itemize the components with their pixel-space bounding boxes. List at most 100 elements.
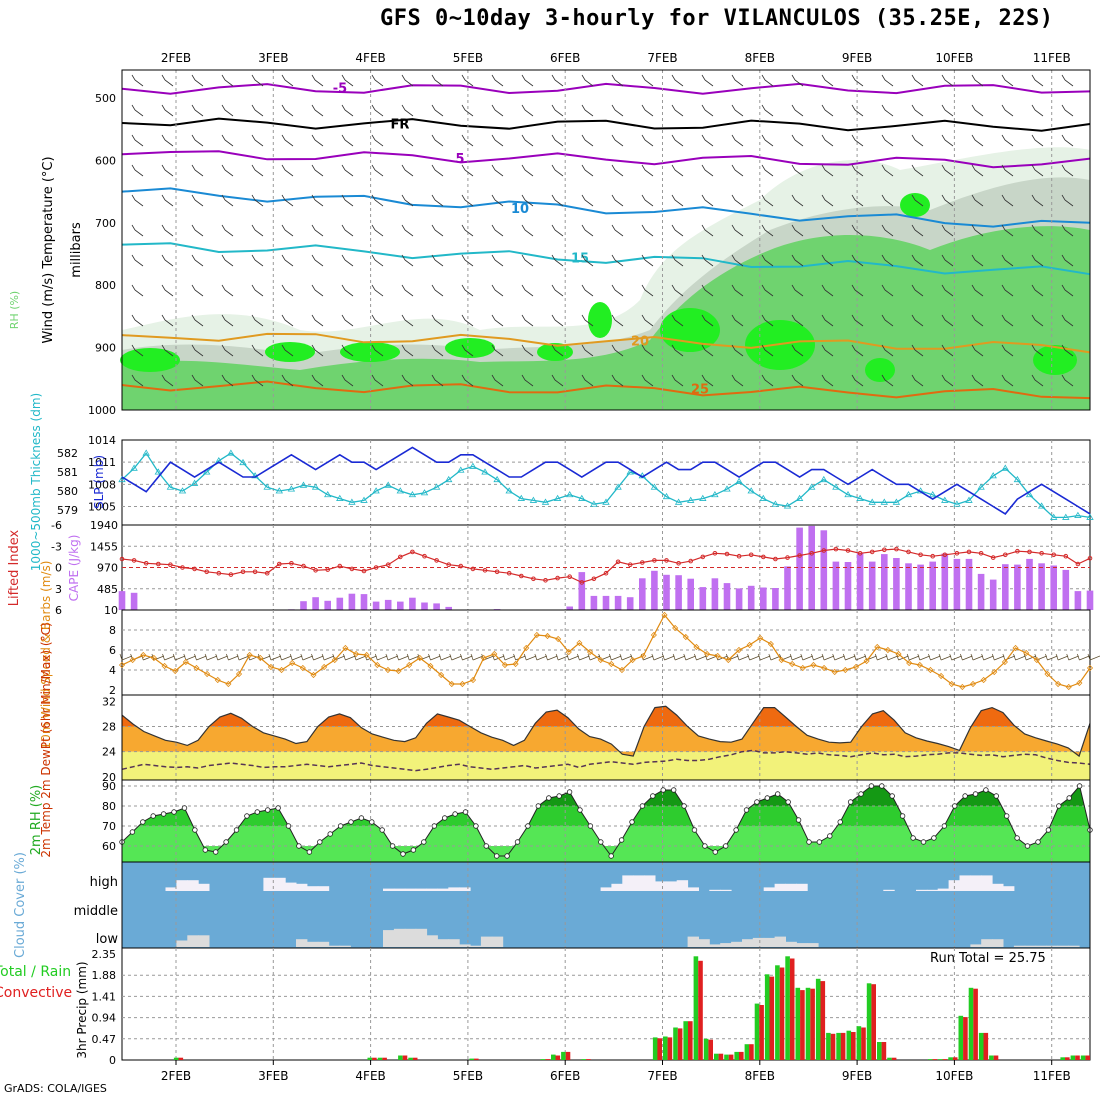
wind-barb [821, 653, 835, 661]
wind-barb [881, 194, 894, 207]
cloud-high-bar [992, 883, 1004, 891]
rh-point [754, 799, 760, 805]
pressure-tick-label: 900 [95, 342, 116, 355]
wind-barb [911, 134, 924, 147]
cloud-low-bar [415, 928, 428, 947]
precip-convective-bar [677, 1028, 683, 1060]
wind-barb [761, 164, 774, 177]
wind-barb [581, 194, 594, 207]
wind-barb [161, 164, 174, 177]
wind-barb [281, 344, 294, 357]
thickness-point [408, 491, 417, 498]
wind-barb [853, 653, 867, 661]
wind-barb [221, 194, 234, 207]
wind-barb [221, 164, 234, 177]
lifted-index-point [1051, 552, 1056, 558]
cloud-low-bar [992, 939, 1004, 947]
thickness-point [1049, 513, 1058, 520]
wind-barb [236, 653, 250, 661]
wind-barb [406, 653, 420, 661]
li-tick-label: -6 [51, 519, 62, 532]
isotherm-line [121, 187, 1091, 228]
wind-barb [461, 104, 474, 117]
rh-high-blob [1033, 345, 1077, 375]
isotherm-label: 10 [511, 202, 529, 217]
wind-barb [521, 314, 534, 327]
wind-barb [851, 194, 864, 207]
li-tick-label: 0 [55, 562, 62, 575]
rh-point [827, 833, 833, 839]
rh-point [410, 847, 417, 853]
wind-barb [672, 653, 686, 661]
wind-barb [731, 254, 744, 267]
wind-barb [941, 104, 954, 117]
wind-barb [161, 314, 174, 327]
wind-barb [281, 194, 294, 207]
thickness-point [735, 477, 743, 484]
rh-point [514, 839, 521, 845]
wind-barb [431, 74, 444, 87]
rh-point [910, 835, 916, 841]
wind-tick-label: 6 [109, 644, 116, 657]
thickness-point [844, 491, 852, 498]
rh-point [983, 787, 989, 793]
wind-speed-point [746, 641, 753, 649]
wind-barb [731, 194, 744, 207]
lifted-index-point [398, 554, 403, 560]
lifted-index-point [640, 560, 645, 565]
wind-speed-point [1044, 670, 1051, 678]
rh-point [639, 803, 646, 809]
rh-point [598, 839, 604, 845]
rh-point [577, 807, 583, 813]
lifted-index-point [204, 569, 209, 575]
wind-speed-point [257, 654, 264, 662]
temp-tick-label: 32 [102, 695, 116, 708]
lifted-index-point [458, 563, 464, 569]
lifted-index-point [603, 570, 609, 576]
wind-barb [761, 284, 774, 297]
thickness-point [626, 468, 634, 475]
cloud-high-bar [383, 888, 395, 891]
lifted-index-point [627, 562, 633, 568]
wind-barb [971, 74, 984, 87]
wind-speed-point [342, 644, 349, 652]
wind-speed-point [289, 659, 296, 667]
rh-point [337, 823, 344, 829]
cape-bar [832, 561, 840, 610]
cloud-high-bar [948, 880, 960, 891]
wind-barb [581, 74, 594, 87]
wind-barb [521, 374, 534, 387]
precip-convective-bar [851, 1032, 856, 1060]
precip-total-bar [377, 1057, 383, 1060]
wind-speed-point [682, 633, 689, 641]
rh-point [265, 807, 271, 813]
li-axis-label: Lifted Index [7, 529, 22, 606]
wind-barb [521, 284, 534, 297]
precip-tick-label: 0 [109, 1054, 116, 1067]
wind-barb [502, 653, 516, 661]
precip-convective-bar [769, 976, 775, 1060]
wind-barb [800, 653, 813, 661]
lifted-index-point [301, 563, 306, 569]
wind-barb [461, 284, 474, 297]
rh-point [816, 839, 823, 845]
rh-point [348, 819, 354, 825]
wind-barb [1031, 194, 1044, 207]
cloud-high-bar [317, 886, 330, 891]
thickness-point [965, 496, 973, 503]
cape-bar [784, 566, 791, 610]
wind-speed-point [448, 680, 455, 688]
rh-point [868, 783, 875, 789]
rh-high-blob [865, 358, 895, 382]
wind-barb [545, 653, 558, 661]
wind-barb [821, 344, 834, 357]
cloud-low-bar [437, 939, 449, 947]
wind-barb [641, 224, 654, 237]
precip-total-bar [714, 1053, 719, 1060]
wind-barb [172, 653, 186, 661]
wind-barb [581, 314, 594, 327]
wind-barb [551, 134, 564, 147]
cloud-low-bar [480, 936, 493, 947]
lifted-index-point [494, 569, 500, 575]
wind-barb [911, 284, 924, 297]
